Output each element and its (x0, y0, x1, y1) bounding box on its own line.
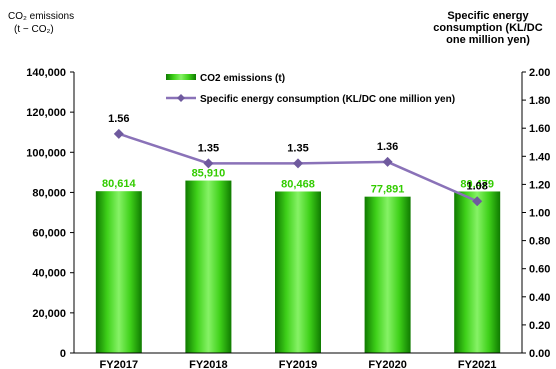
legend-bar-label: CO2 emissions (t) (200, 73, 285, 84)
left-tick-label: 40,000 (32, 268, 66, 280)
bar-value-label: 77,891 (371, 184, 405, 196)
energy-point (293, 158, 303, 169)
energy-value-label: 1.56 (108, 113, 129, 125)
bar-fy2020 (364, 196, 411, 353)
left-tick-label: 80,000 (32, 187, 66, 199)
bar-value-label: 80,468 (281, 178, 315, 190)
left-tick-label: 20,000 (32, 308, 66, 320)
right-tick-label: 2.00 (529, 67, 550, 79)
right-axis-title: Specific energy consumption (KL/DC one m… (433, 10, 543, 46)
left-tick-label: 140,000 (26, 67, 66, 79)
category-label: FY2021 (458, 359, 497, 369)
right-tick-label: 0.40 (529, 292, 550, 304)
right-tick-label: 0.60 (529, 264, 550, 276)
left-axis-title: CO₂ emissions (t − CO₂) (8, 10, 74, 36)
left-tick-label: 60,000 (32, 228, 66, 240)
category-label: FY2017 (100, 359, 139, 369)
left-tick-label: 100,000 (26, 147, 66, 159)
energy-point (203, 158, 214, 169)
legend-line-label: Specific energy consumption (KL/DC one m… (200, 94, 455, 105)
bar-value-label: 80,614 (102, 178, 137, 190)
energy-point (382, 156, 393, 167)
left-axis-title-line1: CO₂ emissions (8, 11, 75, 22)
bar-value-label: 80,479 (460, 178, 494, 190)
energy-point (472, 196, 483, 207)
left-tick-label: 120,000 (26, 107, 66, 119)
energy-value-label: 1.35 (198, 142, 219, 154)
right-tick-label: 1.80 (529, 95, 550, 107)
energy-value-label: 1.35 (287, 142, 308, 154)
right-tick-label: 0.20 (529, 320, 550, 332)
bar-fy2017 (95, 191, 142, 353)
right-tick-label: 1.40 (529, 151, 550, 163)
legend-bar-swatch (166, 74, 196, 80)
category-label: FY2018 (189, 359, 228, 369)
right-tick-label: 1.60 (529, 123, 550, 135)
energy-value-label: 1.36 (377, 141, 398, 153)
legend-line-marker (177, 94, 185, 102)
right-tick-label: 0.00 (529, 348, 550, 360)
bar-fy2019 (275, 191, 321, 353)
energy-point (113, 128, 124, 139)
left-tick-label: 0 (60, 348, 66, 360)
bar-fy2018 (185, 180, 232, 353)
right-tick-label: 1.00 (529, 208, 550, 220)
right-tick-label: 0.80 (529, 236, 550, 248)
category-label: FY2020 (368, 359, 407, 369)
bar-fy2021 (454, 191, 501, 353)
energy-value-label: 1.08 (466, 180, 487, 192)
category-label: FY2019 (279, 359, 318, 369)
right-tick-label: 1.20 (529, 179, 550, 191)
bar-value-label: 85,910 (192, 168, 226, 180)
left-axis-title-line2: (t − CO₂) (14, 24, 54, 35)
